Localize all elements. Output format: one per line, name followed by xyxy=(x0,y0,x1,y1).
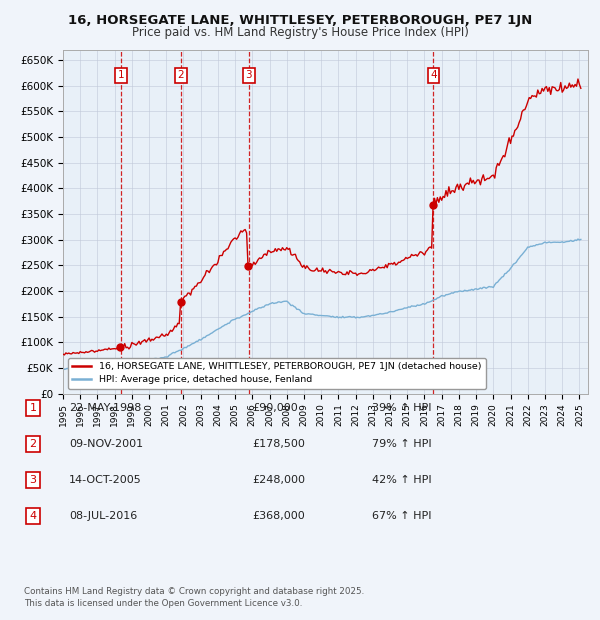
Text: £368,000: £368,000 xyxy=(252,511,305,521)
Text: £248,000: £248,000 xyxy=(252,475,305,485)
Text: 4: 4 xyxy=(29,511,37,521)
Text: 1: 1 xyxy=(118,70,124,80)
Text: 79% ↑ HPI: 79% ↑ HPI xyxy=(372,439,431,449)
Text: Price paid vs. HM Land Registry's House Price Index (HPI): Price paid vs. HM Land Registry's House … xyxy=(131,26,469,39)
Text: 1: 1 xyxy=(29,403,37,413)
Text: 14-OCT-2005: 14-OCT-2005 xyxy=(69,475,142,485)
Text: 22-MAY-1998: 22-MAY-1998 xyxy=(69,403,142,413)
Text: 08-JUL-2016: 08-JUL-2016 xyxy=(69,511,137,521)
Text: Contains HM Land Registry data © Crown copyright and database right 2025.: Contains HM Land Registry data © Crown c… xyxy=(24,587,364,596)
Text: 2: 2 xyxy=(178,70,184,80)
Text: 42% ↑ HPI: 42% ↑ HPI xyxy=(372,475,431,485)
Text: 4: 4 xyxy=(430,70,437,80)
Text: 39% ↑ HPI: 39% ↑ HPI xyxy=(372,403,431,413)
Text: 3: 3 xyxy=(245,70,252,80)
Text: 09-NOV-2001: 09-NOV-2001 xyxy=(69,439,143,449)
Text: 3: 3 xyxy=(29,475,37,485)
Text: £90,000: £90,000 xyxy=(252,403,298,413)
Text: 16, HORSEGATE LANE, WHITTLESEY, PETERBOROUGH, PE7 1JN: 16, HORSEGATE LANE, WHITTLESEY, PETERBOR… xyxy=(68,14,532,27)
Text: 67% ↑ HPI: 67% ↑ HPI xyxy=(372,511,431,521)
Text: This data is licensed under the Open Government Licence v3.0.: This data is licensed under the Open Gov… xyxy=(24,598,302,608)
Text: 2: 2 xyxy=(29,439,37,449)
Text: £178,500: £178,500 xyxy=(252,439,305,449)
Legend: 16, HORSEGATE LANE, WHITTLESEY, PETERBOROUGH, PE7 1JN (detached house), HPI: Ave: 16, HORSEGATE LANE, WHITTLESEY, PETERBOR… xyxy=(68,358,486,389)
